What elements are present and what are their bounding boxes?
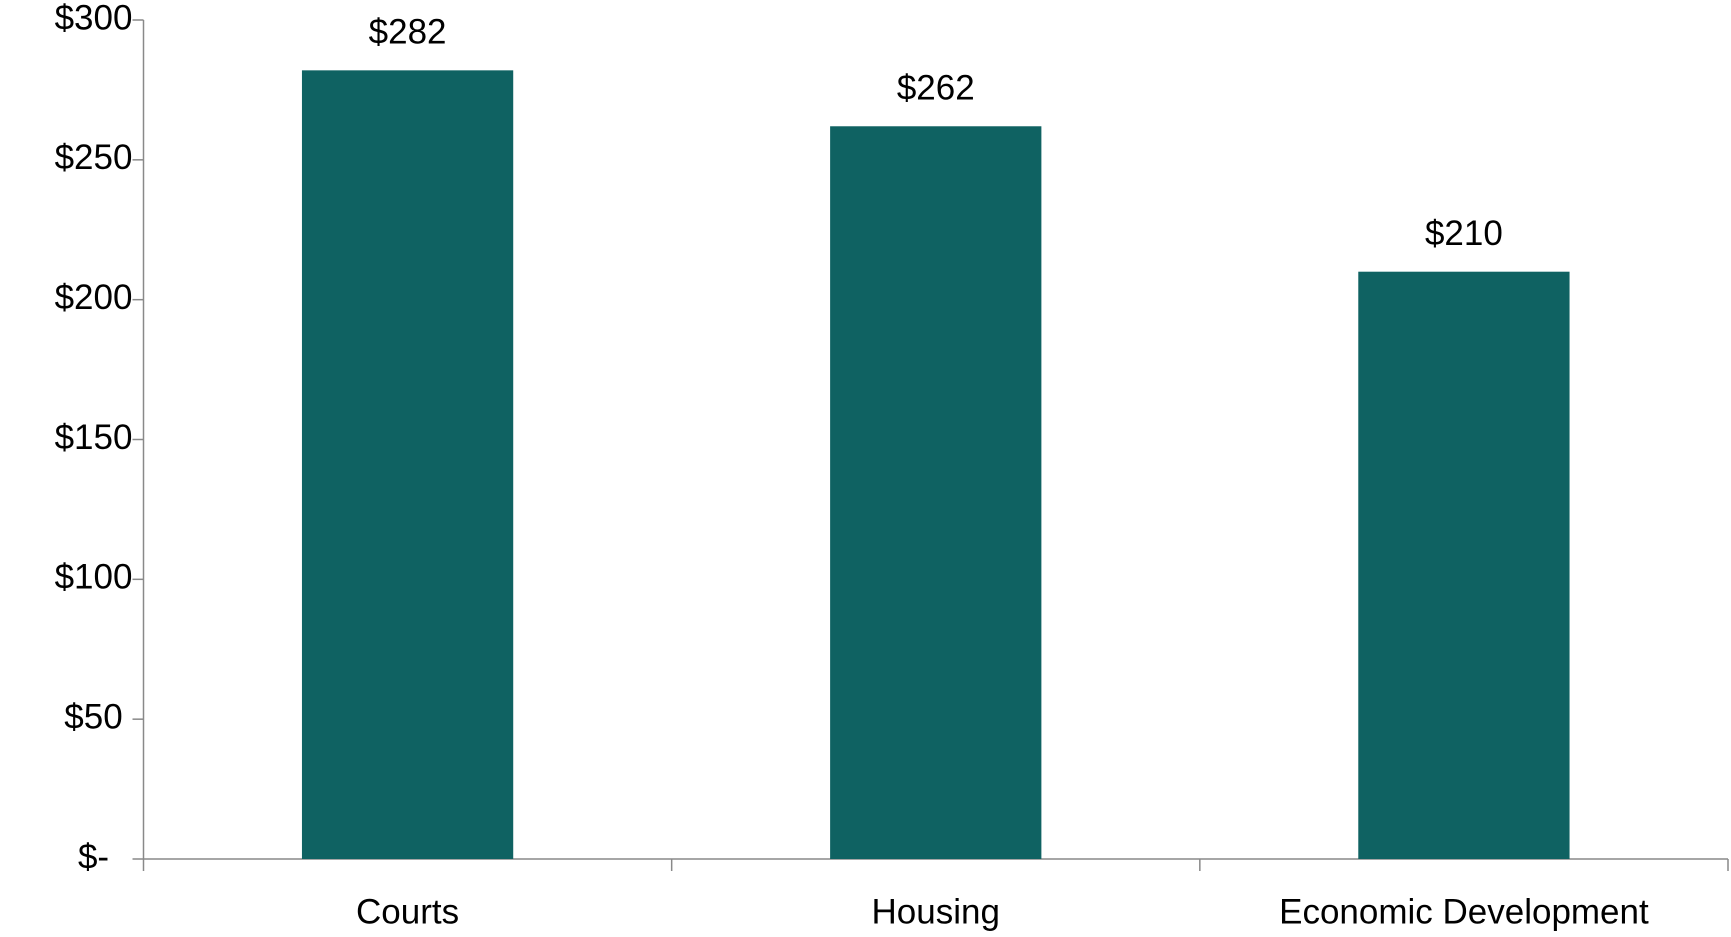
x-tick-label: Courts	[356, 892, 459, 931]
y-tick-label: $250	[55, 138, 133, 177]
data-label: $262	[897, 69, 975, 108]
y-tick-label: $100	[55, 558, 133, 597]
y-tick-label: $200	[55, 278, 133, 317]
bar	[830, 126, 1042, 860]
y-tick-label: $-	[78, 837, 109, 876]
y-tick-label: $50	[64, 697, 122, 736]
x-tick-label: Housing	[872, 892, 1000, 931]
data-label: $282	[369, 13, 447, 52]
bar	[301, 70, 514, 860]
y-tick-label: $300	[55, 0, 133, 37]
y-tick-label: $150	[55, 418, 133, 457]
bar	[1358, 271, 1570, 859]
data-label: $210	[1425, 214, 1503, 253]
x-tick-label: Economic Development	[1279, 892, 1649, 931]
